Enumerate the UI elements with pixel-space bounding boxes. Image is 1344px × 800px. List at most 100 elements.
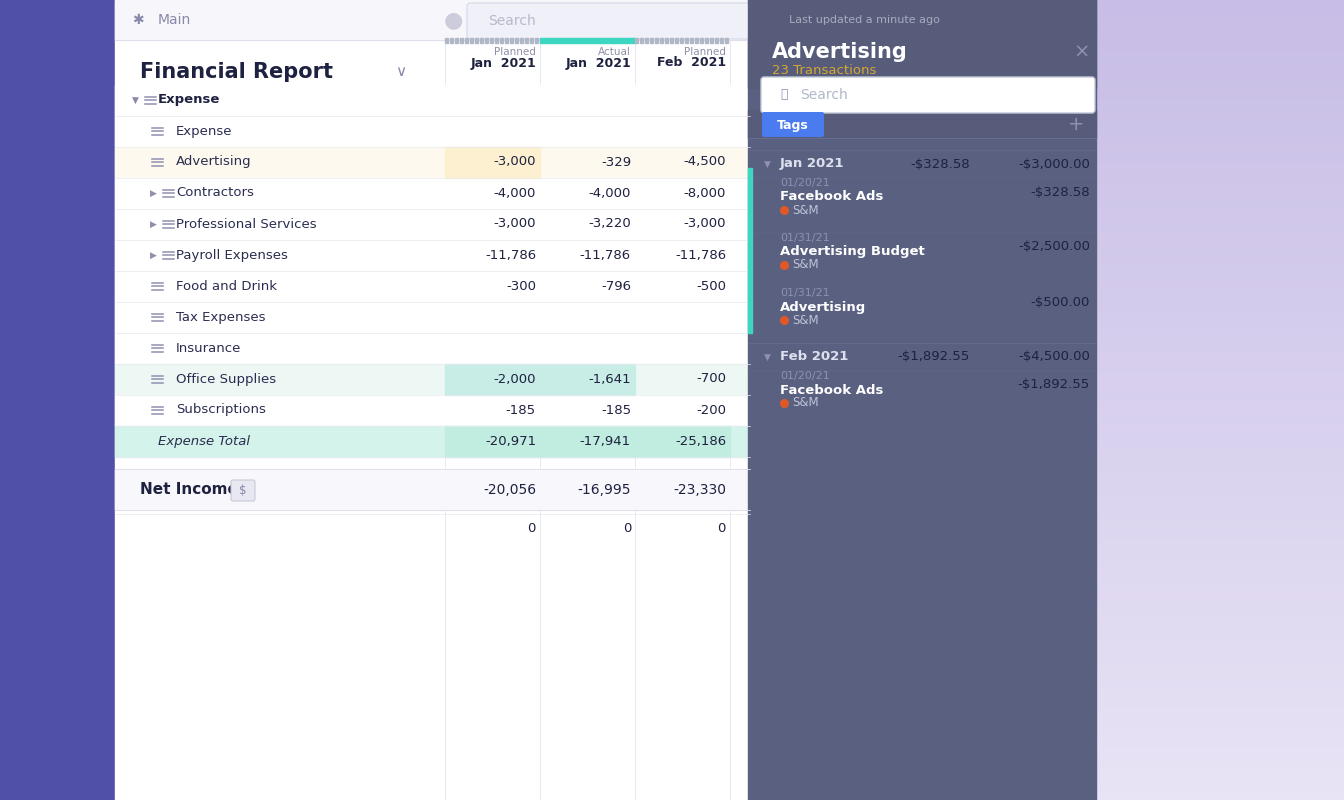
Text: ✱: ✱: [132, 13, 144, 27]
Text: -3,000: -3,000: [493, 218, 536, 230]
Text: -500: -500: [696, 279, 726, 293]
Text: Search: Search: [488, 14, 536, 28]
Bar: [0, 551, 1344, 554]
Text: S&M: S&M: [792, 203, 818, 217]
Text: -20,056: -20,056: [482, 483, 536, 497]
Bar: [0, 186, 1344, 190]
Bar: [0, 671, 1344, 674]
Bar: [640, 38, 642, 43]
Bar: [0, 676, 1344, 680]
Bar: [0, 247, 1344, 250]
Bar: [0, 71, 1344, 74]
Text: -16,995: -16,995: [578, 483, 630, 497]
Text: Payroll Expenses: Payroll Expenses: [176, 249, 288, 262]
Bar: [0, 786, 1344, 790]
Bar: [0, 415, 1344, 418]
Bar: [0, 354, 1344, 358]
Bar: [500, 38, 503, 43]
Bar: [0, 740, 1344, 744]
Bar: [0, 780, 1344, 784]
Bar: [671, 38, 672, 43]
Bar: [0, 287, 1344, 290]
Bar: [0, 44, 1344, 48]
Bar: [116, 146, 750, 178]
Bar: [0, 490, 1344, 494]
Bar: [0, 727, 1344, 730]
FancyBboxPatch shape: [466, 3, 923, 39]
Bar: [0, 343, 1344, 346]
Bar: [665, 38, 668, 43]
Bar: [0, 34, 1344, 38]
Bar: [0, 482, 1344, 486]
Bar: [650, 38, 652, 43]
Bar: [0, 266, 1344, 270]
Bar: [485, 38, 488, 43]
Bar: [0, 687, 1344, 690]
Bar: [445, 146, 540, 178]
Bar: [749, 168, 753, 333]
Bar: [0, 431, 1344, 434]
Bar: [0, 162, 1344, 166]
Bar: [0, 474, 1344, 478]
Text: -25,186: -25,186: [675, 434, 726, 447]
Bar: [0, 514, 1344, 518]
Bar: [0, 404, 1344, 408]
Bar: [0, 362, 1344, 366]
Text: $: $: [239, 483, 247, 497]
Bar: [0, 719, 1344, 722]
Text: S&M: S&M: [792, 258, 818, 271]
Bar: [0, 298, 1344, 302]
Bar: [0, 130, 1344, 134]
Text: Insurance: Insurance: [176, 342, 242, 354]
Text: ∨: ∨: [395, 65, 406, 79]
Bar: [0, 647, 1344, 650]
Bar: [0, 12, 1344, 16]
Bar: [540, 363, 634, 394]
Bar: [0, 732, 1344, 736]
Bar: [0, 386, 1344, 390]
Text: Jan  2021: Jan 2021: [566, 57, 630, 70]
Bar: [0, 183, 1344, 186]
Bar: [0, 319, 1344, 322]
Bar: [0, 396, 1344, 400]
Text: -$1,892.55: -$1,892.55: [1017, 378, 1090, 391]
Bar: [0, 188, 1344, 192]
Text: ×: ×: [1074, 42, 1090, 62]
Bar: [0, 122, 1344, 126]
Bar: [0, 220, 1344, 224]
Bar: [0, 724, 1344, 728]
Bar: [0, 327, 1344, 330]
Text: -200: -200: [696, 403, 726, 417]
Bar: [0, 586, 1344, 590]
Bar: [749, 0, 1095, 88]
Bar: [0, 178, 1344, 182]
Text: -$328.58: -$328.58: [910, 158, 970, 170]
Text: ▶: ▶: [151, 250, 157, 259]
Bar: [0, 604, 1344, 608]
Bar: [0, 463, 1344, 466]
Text: -4,000: -4,000: [589, 186, 630, 199]
Bar: [0, 143, 1344, 146]
Bar: [0, 239, 1344, 242]
Text: ▼: ▼: [763, 159, 771, 169]
Text: Planned: Planned: [684, 47, 726, 57]
Bar: [0, 108, 1344, 112]
Text: Facebook Ads: Facebook Ads: [780, 190, 883, 203]
Bar: [0, 796, 1344, 800]
Bar: [0, 170, 1344, 174]
Text: Feb 2021: Feb 2021: [780, 350, 848, 363]
Bar: [0, 194, 1344, 198]
Bar: [0, 116, 1344, 120]
Bar: [0, 402, 1344, 406]
Bar: [0, 394, 1344, 398]
Bar: [0, 68, 1344, 72]
Bar: [0, 663, 1344, 666]
Bar: [0, 55, 1344, 58]
Bar: [0, 575, 1344, 578]
Bar: [0, 580, 1344, 584]
Bar: [445, 426, 540, 457]
Bar: [0, 554, 1344, 558]
Bar: [0, 447, 1344, 450]
Bar: [0, 626, 1344, 630]
Bar: [0, 572, 1344, 576]
